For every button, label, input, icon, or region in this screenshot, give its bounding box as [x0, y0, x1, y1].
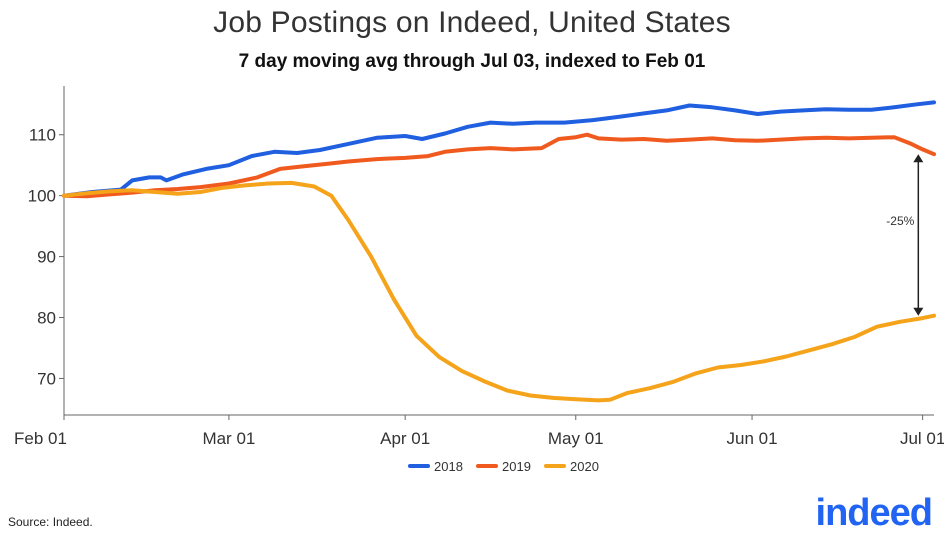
x-tick-label: Apr 01 — [380, 429, 430, 448]
series-line-2018 — [62, 100, 936, 198]
chart-axes: 70 80 90 100 110 Feb 01 Mar 01 Apr 01 May 01 Jun … — [14, 86, 944, 448]
indeed-logo: indeed — [815, 492, 933, 534]
x-tick-label: Jun 01 — [727, 429, 778, 448]
chart-lines — [62, 100, 936, 403]
y-tick-label: 70 — [37, 369, 56, 388]
x-tick-label: Mar 01 — [202, 429, 255, 448]
x-tick-label: May 01 — [548, 429, 604, 448]
series-line-2020 — [62, 180, 936, 403]
legend-label-2019: 2019 — [502, 459, 531, 474]
chart-title: Job Postings on Indeed, United States — [213, 6, 731, 39]
y-tick-label: 110 — [29, 126, 56, 145]
source-note: Source: Indeed. — [8, 515, 93, 529]
legend-label-2020: 2020 — [570, 459, 599, 474]
chart-subtitle: 7 day moving avg through Jul 03, indexed… — [238, 51, 706, 72]
y-tick-label: 80 — [37, 309, 56, 328]
y-tick-label: 90 — [37, 248, 56, 267]
legend-label-2018: 2018 — [434, 459, 463, 474]
y-tick-label: 100 — [28, 187, 56, 206]
annotation-label: -25% — [886, 214, 914, 228]
x-tick-label: Feb 01 — [14, 429, 67, 448]
annotation-arrow-head-top — [913, 154, 924, 163]
chart-legend: 2018 2019 2020 — [408, 459, 599, 474]
chart-annotation: -25% — [886, 154, 924, 316]
series-line-2019 — [62, 132, 936, 199]
annotation-arrow-head-bottom — [913, 307, 924, 316]
x-tick-label: Jul 01 — [900, 429, 944, 448]
